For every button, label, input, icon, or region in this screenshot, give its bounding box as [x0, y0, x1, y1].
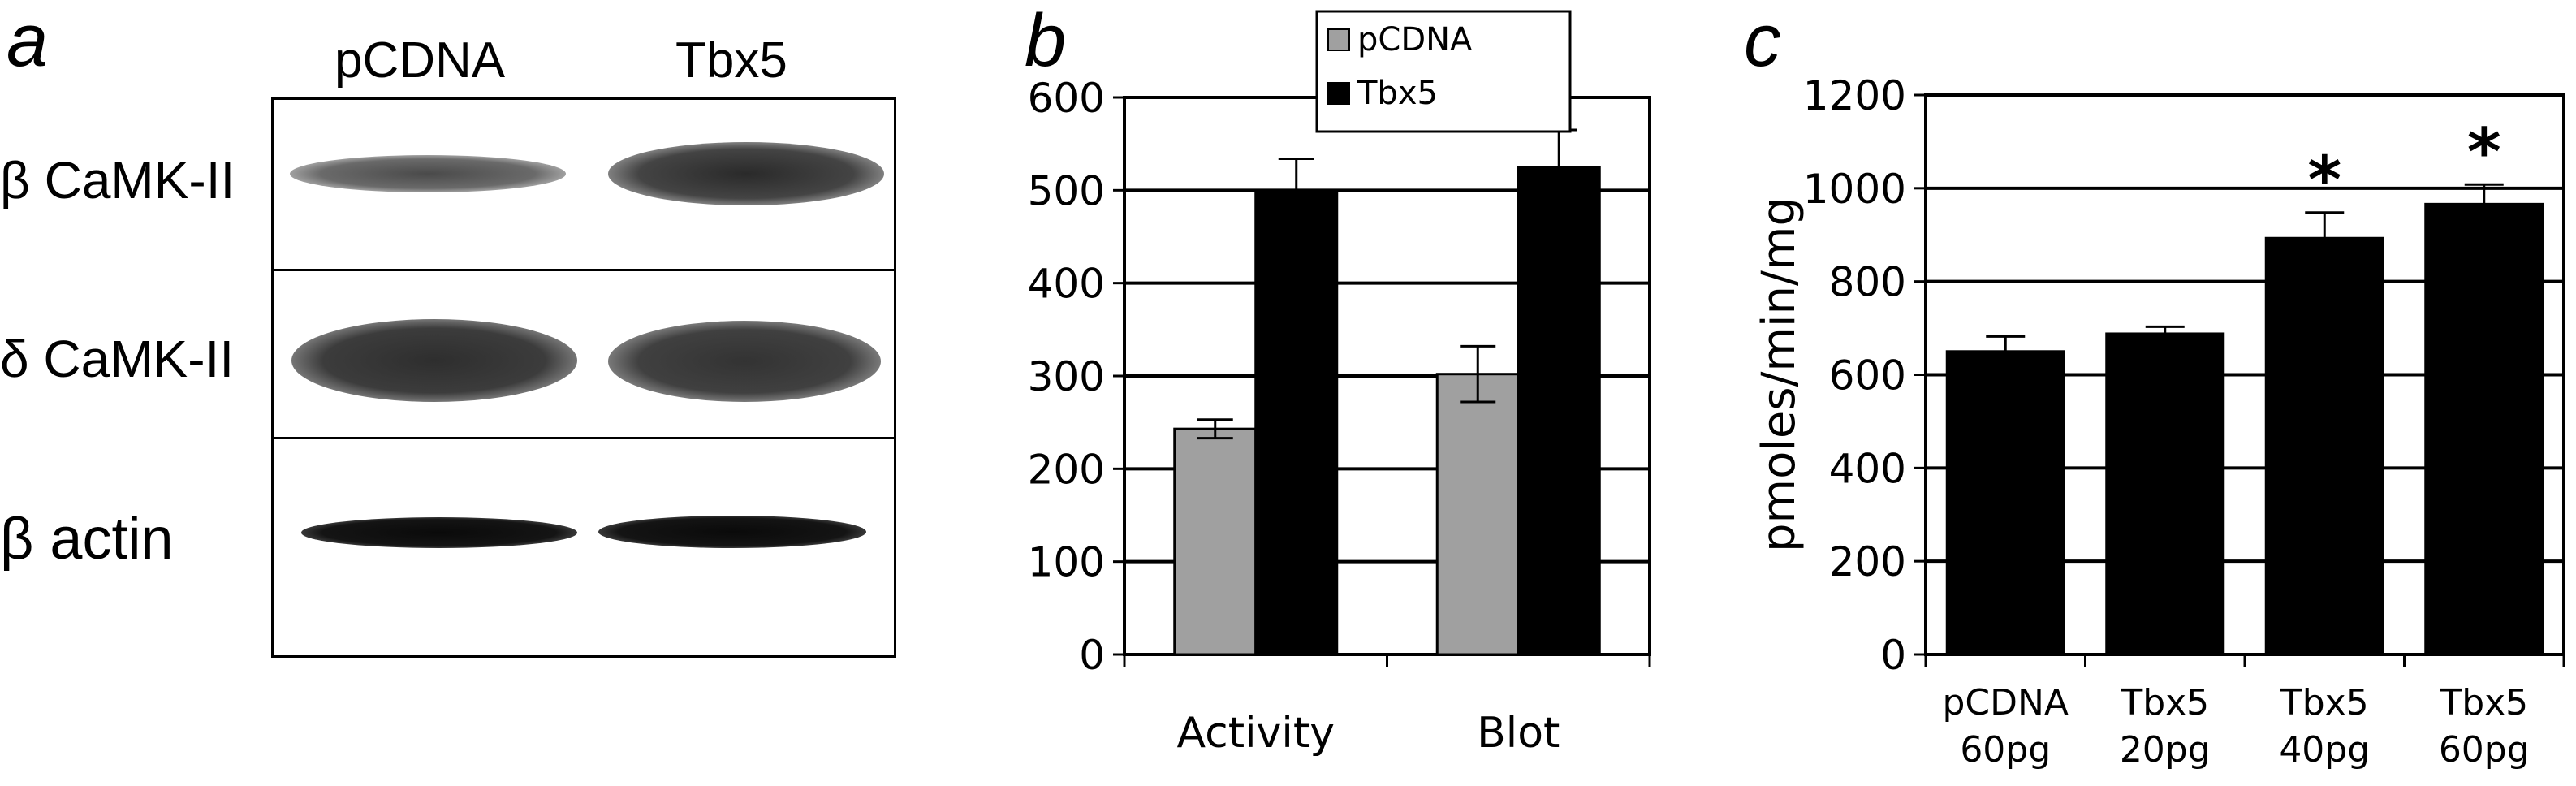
bar	[1435, 373, 1520, 656]
legend-box	[1315, 10, 1572, 133]
y-tick-label: 400	[1028, 261, 1105, 308]
band-beta-camk-tbx5	[608, 142, 884, 205]
x-category-label: 40pg	[2279, 729, 2370, 771]
y-axis-label: pmoles/min/mg	[1753, 197, 1806, 552]
significance-marker: *	[2307, 143, 2341, 218]
y-tick-label: 100	[1028, 539, 1105, 586]
chart-c: 0 200 400 600 800 1000 1200 pmoles/min/mg pCDNA 6…	[1753, 72, 2565, 771]
band-actin-pcdna	[301, 517, 577, 548]
blot-divider	[274, 437, 894, 439]
legend-swatch	[1327, 28, 1350, 51]
y-tick-label: 200	[1829, 538, 1906, 585]
legend-label: Tbx5	[1357, 75, 1438, 112]
y-tick-label: 1200	[1803, 72, 1906, 119]
row-label-beta-actin: β actin	[0, 507, 174, 572]
lane-header-pcdna: pCDNA	[334, 32, 506, 89]
band-delta-camk-tbx5	[608, 321, 881, 402]
y-tick-label: 300	[1028, 353, 1105, 400]
significance-marker: *	[2467, 114, 2501, 190]
x-category-label: Tbx5	[2120, 682, 2209, 723]
legend-swatch	[1327, 82, 1350, 105]
y-tick-label: 600	[1829, 352, 1906, 399]
y-tick-label: 500	[1028, 167, 1105, 214]
y-tick-label: 1000	[1803, 166, 1906, 213]
legend-label: pCDNA	[1357, 21, 1473, 58]
bar	[2424, 202, 2544, 656]
panel-c-label: c	[1744, 0, 1781, 82]
band-delta-camk-pcdna	[291, 319, 577, 402]
y-tick-label: 600	[1028, 75, 1105, 122]
lane-header-tbx5: Tbx5	[675, 32, 787, 89]
bar	[2264, 236, 2384, 656]
x-category-label: Activity	[1177, 709, 1335, 758]
panel-a-label: a	[6, 0, 49, 82]
y-tick-label: 400	[1829, 445, 1906, 492]
blot-image	[271, 97, 896, 658]
y-tick-label: 0	[1079, 632, 1105, 679]
blot-divider	[274, 269, 894, 271]
row-label-delta-camk: δ CaMK-II	[0, 330, 235, 388]
x-category-label: 60pg	[2439, 729, 2530, 771]
x-category-label: pCDNA	[1942, 682, 2069, 723]
x-category-label: Tbx5	[2439, 682, 2528, 723]
band-beta-camk-pcdna	[290, 155, 566, 192]
chart-b: 0 100 200 300 400 500 600 Activity Blot pCDNA Tbx5	[1028, 10, 1651, 758]
panel-b-label: b	[1025, 0, 1067, 82]
y-tick-label: 200	[1028, 446, 1105, 493]
x-category-label: 20pg	[2120, 729, 2211, 771]
x-category-label: 60pg	[1960, 729, 2051, 771]
band-actin-tbx5	[598, 516, 866, 548]
x-category-label: Blot	[1477, 709, 1560, 758]
bar	[1517, 166, 1601, 656]
bar	[1945, 350, 2065, 656]
bar	[1173, 427, 1258, 656]
y-tick-label: 800	[1829, 259, 1906, 306]
bar	[2105, 332, 2225, 656]
x-category-label: Tbx5	[2280, 682, 2369, 723]
y-tick-label: 0	[1880, 632, 1906, 679]
bar	[1254, 192, 1339, 656]
row-label-beta-camk: β CaMK-II	[0, 151, 235, 209]
